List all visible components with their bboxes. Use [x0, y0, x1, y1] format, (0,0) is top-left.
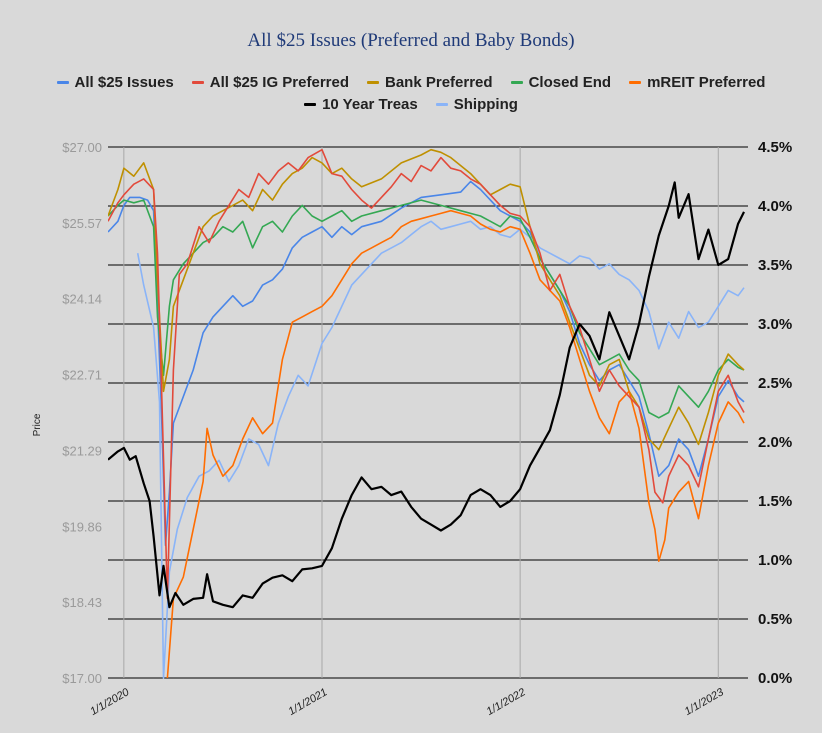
series-line-10-year-treas: [108, 181, 745, 609]
y-right-tick-label: 0.5%: [758, 611, 792, 628]
x-tick-label: 1/1/2021: [286, 686, 329, 718]
legend-swatch: [367, 81, 379, 84]
y-right-tick-label: 1.5%: [758, 493, 792, 510]
legend-label: Bank Preferred: [385, 74, 493, 91]
legend-item: Bank Preferred: [367, 74, 493, 91]
legend-item: All $25 Issues: [56, 74, 174, 91]
legend-item: 10 Year Treas: [304, 96, 418, 113]
y-right-tick-label: 3.0%: [758, 316, 792, 333]
x-tick-label: 1/1/2022: [485, 686, 528, 718]
legend-label: Shipping: [453, 96, 518, 113]
series-line-all-25-issues: [108, 180, 745, 547]
y-right-tick-label: 2.5%: [758, 375, 792, 392]
legend-item: Closed End: [510, 74, 612, 91]
legend-item: Shipping: [435, 96, 518, 113]
y-left-tick-label: $24.14: [62, 292, 102, 307]
legend-swatch: [510, 81, 523, 84]
legend-label: All $25 Issues: [74, 74, 174, 91]
series-line-all-25-ig-preferred: [108, 148, 745, 600]
y-right-tick-label: 3.5%: [758, 257, 792, 274]
y-right-tick-label: 0.0%: [758, 670, 792, 687]
y-left-tick-label: $22.71: [62, 368, 102, 383]
x-tick-label: 1/1/2023: [683, 686, 727, 718]
legend-swatch: [435, 103, 448, 106]
legend-swatch: [56, 81, 69, 84]
legend-swatch: [191, 81, 204, 84]
y-left-tick-label: $19.86: [62, 519, 102, 534]
legend-item: All $25 IG Preferred: [191, 74, 349, 91]
series-line-closed-end: [108, 199, 745, 419]
x-tick-label: 1/1/2020: [88, 686, 132, 718]
y-left-tick-label: $25.57: [62, 216, 102, 231]
series-line-bank-preferred: [108, 148, 745, 451]
y-right-tick-label: 1.0%: [758, 552, 792, 569]
legend-swatch: [304, 103, 317, 106]
legend-row-1: All $25 Issues All $25 IG Preferred Bank P…: [0, 74, 822, 91]
y-left-tick-label: $17.00: [62, 671, 102, 686]
legend-label: All $25 IG Preferred: [209, 74, 349, 91]
y-left-tick-label: $18.43: [62, 595, 102, 610]
y-right-tick-label: 2.0%: [758, 434, 792, 451]
y-left-tick-label: $21.29: [62, 443, 102, 458]
legend-label: mREIT Preferred: [647, 74, 766, 91]
y-right-tick-label: 4.5%: [758, 139, 792, 156]
chart-title: All $25 Issues (Preferred and Baby Bonds…: [247, 30, 575, 51]
legend-swatch: [629, 81, 642, 84]
y-left-tick-label: $27.00: [62, 140, 102, 155]
legend-row-2: 10 Year Treas Shipping: [0, 96, 822, 113]
legend-label: 10 Year Treas: [322, 96, 418, 113]
legend-item: mREIT Preferred: [629, 74, 765, 91]
y-right-tick-label: 4.0%: [758, 198, 792, 215]
y-axis-title: Price: [32, 413, 43, 436]
legend-label: Closed End: [528, 74, 612, 91]
series-line-mreit-preferred: [166, 209, 745, 679]
